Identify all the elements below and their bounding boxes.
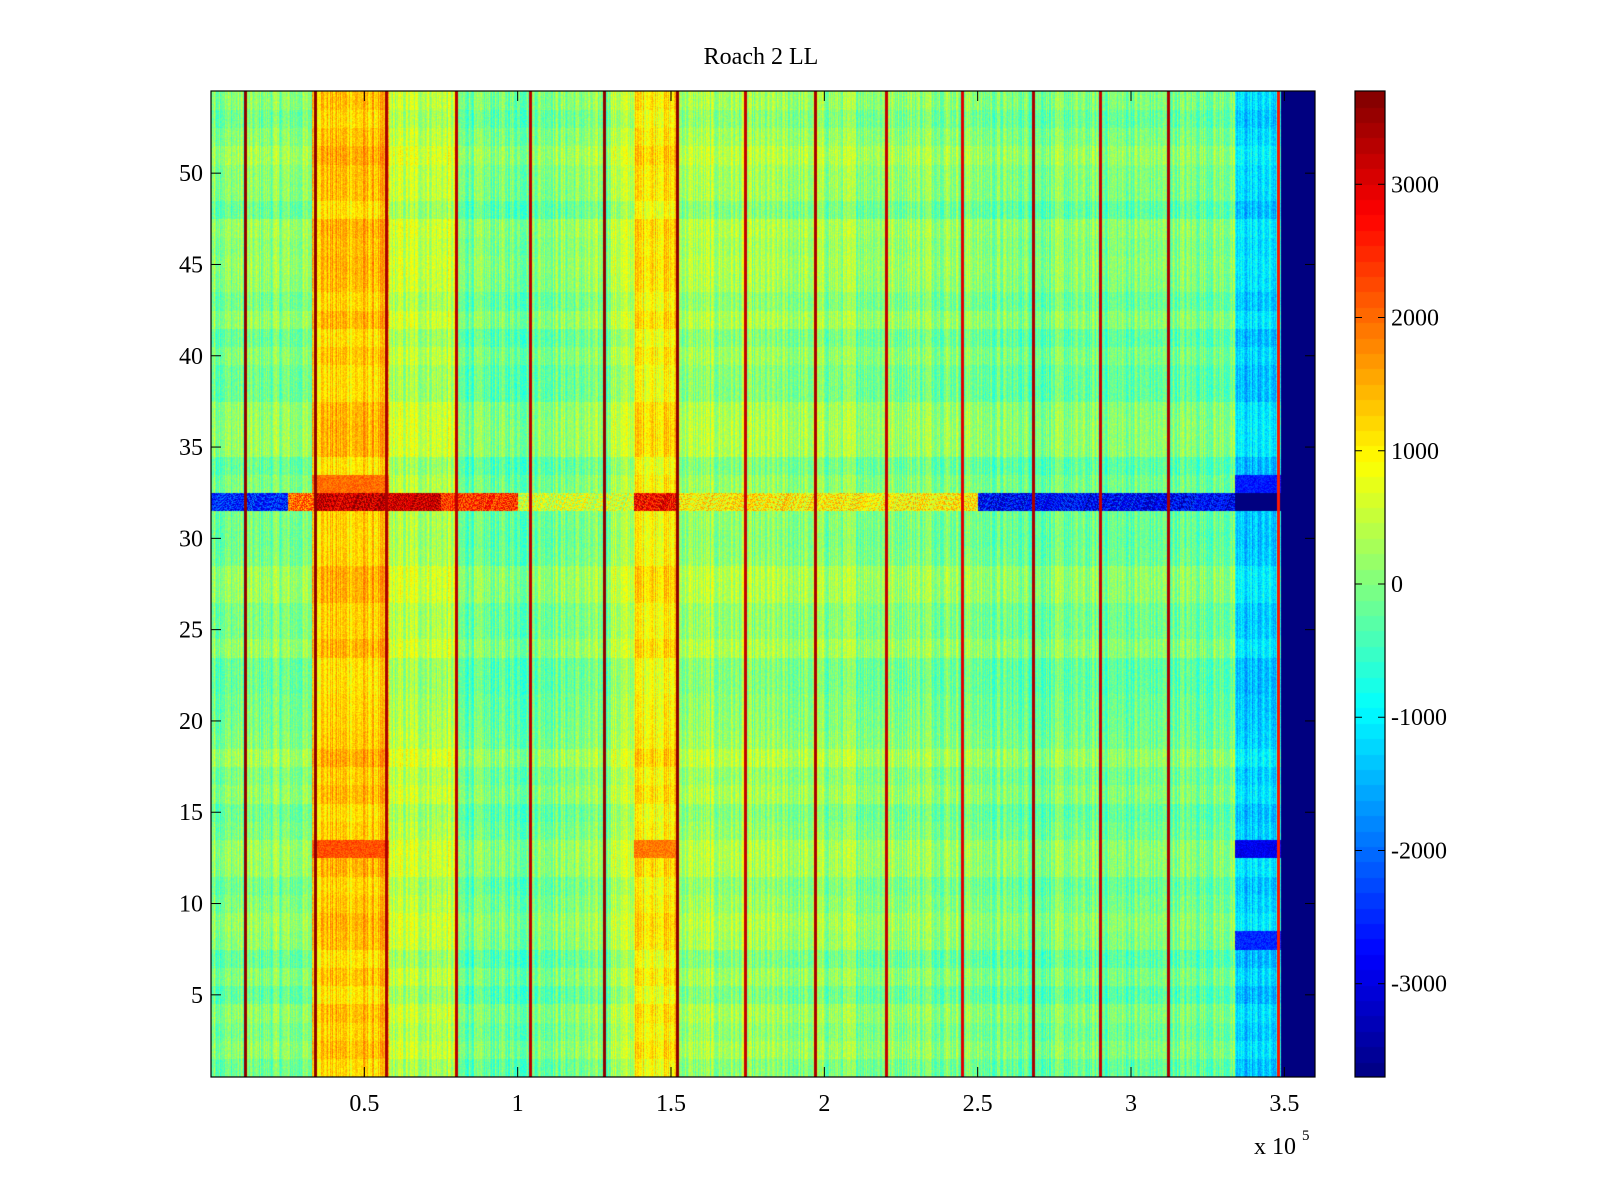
y-axis-ticks: 5 10 15 20 25 30 35 40 45 50 [179,161,1315,1009]
y-tick-label: 50 [179,161,203,187]
y-tick-label: 35 [179,435,203,461]
colorbar-tick-label: 0 [1391,572,1403,598]
y-tick-label: 20 [179,709,203,735]
x-tick-label: 2.5 [963,1091,993,1117]
y-tick-label: 15 [179,800,203,826]
x-tick-label: 2 [818,1091,830,1117]
x-exponent-power: 5 [1302,1128,1310,1144]
y-tick-label: 40 [179,344,203,370]
x-exponent-label: x 10 [1254,1134,1296,1160]
heatmap-image [211,91,1315,1077]
colorbar-tick-label: 3000 [1391,172,1439,198]
x-tick-label: 3.5 [1269,1091,1299,1117]
colorbar-ticks: 3000 2000 1000 0 -1000 -2000 -3000 [1355,172,1447,998]
y-tick-label: 45 [179,252,203,278]
x-axis-ticks: 0.5 1 1.5 2 2.5 3 3.5 [349,91,1299,1117]
colorbar-tick-label: 1000 [1391,439,1439,465]
x-tick-label: 1 [512,1091,524,1117]
y-tick-label: 30 [179,526,203,552]
y-tick-label: 25 [179,618,203,644]
plot-area-frame [210,90,1316,1078]
x-axis-exponent: x 10 5 [1254,1128,1310,1160]
y-tick-label: 5 [191,983,203,1009]
chart-title: Roach 2 LL [704,44,819,70]
x-tick-label: 0.5 [349,1091,379,1117]
x-tick-label: 1.5 [656,1091,686,1117]
colorbar-tick-label: -1000 [1391,705,1447,731]
colorbar-tick-label: 2000 [1391,306,1439,332]
colorbar-tick-label: -2000 [1391,838,1447,864]
y-tick-label: 10 [179,892,203,918]
x-tick-label: 3 [1125,1091,1137,1117]
colorbar-tick-label: -3000 [1391,972,1447,998]
